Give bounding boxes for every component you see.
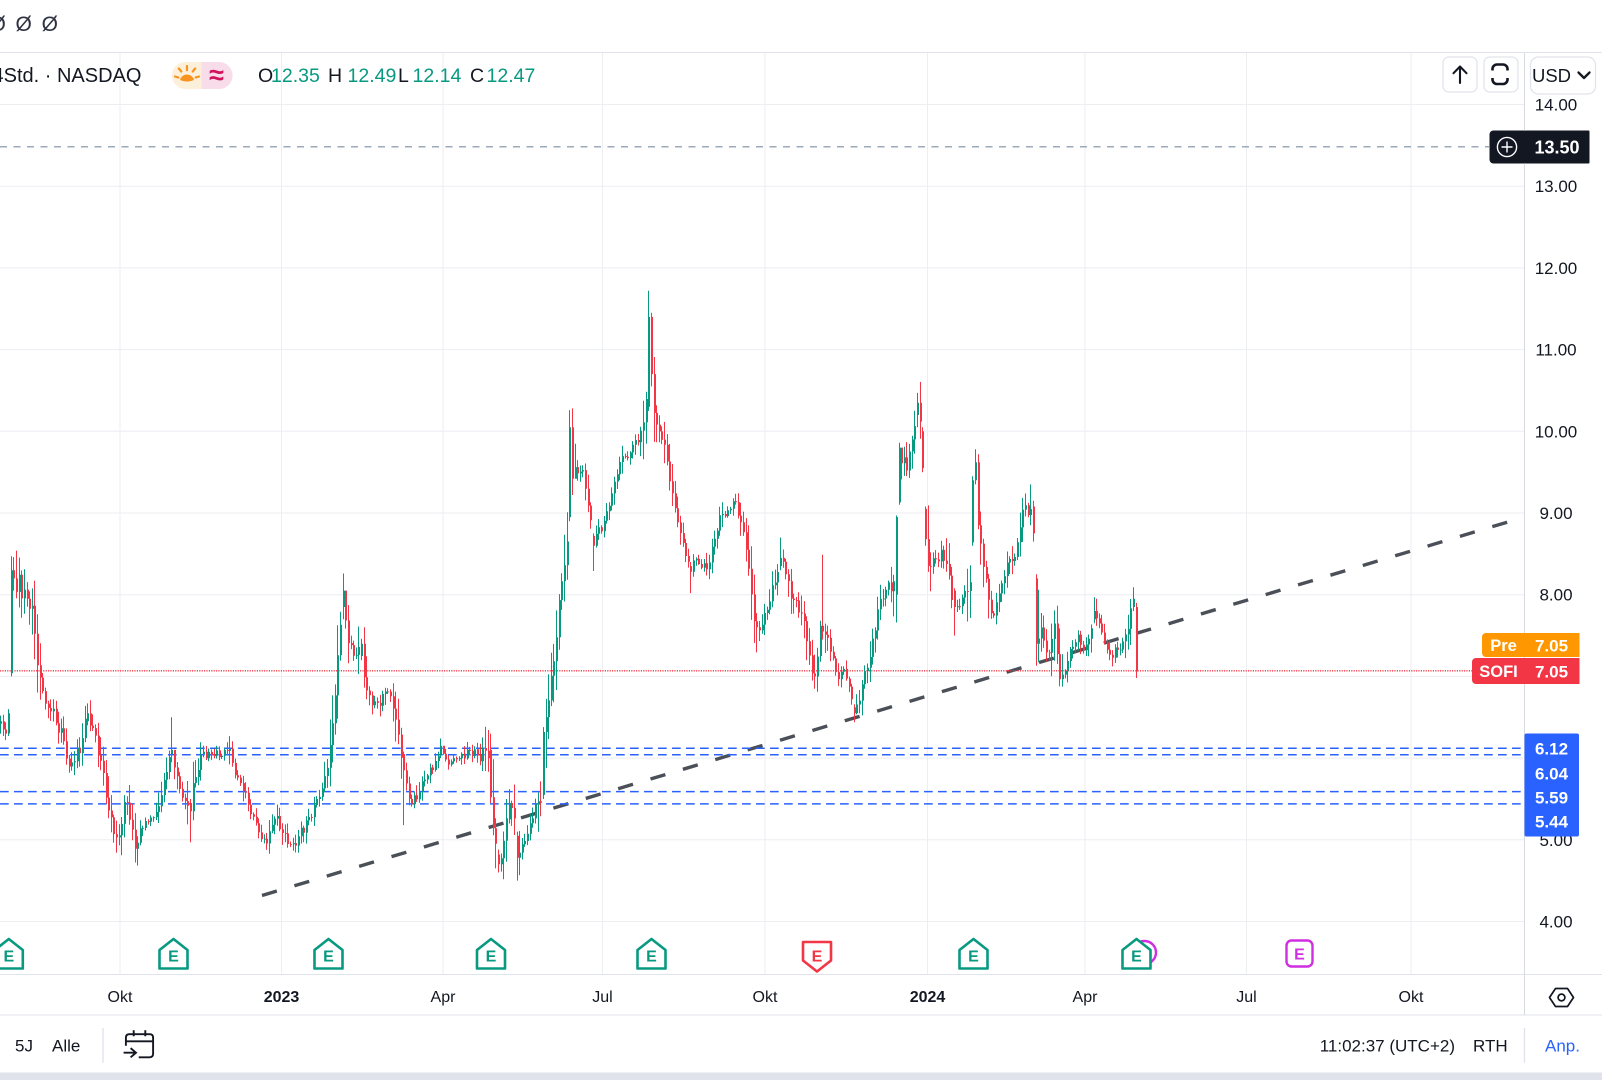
- svg-text:12.00: 12.00: [1535, 259, 1578, 278]
- svg-text:2024: 2024: [910, 989, 946, 1006]
- svg-text:6.12: 6.12: [1535, 739, 1568, 758]
- svg-text:RTH: RTH: [1473, 1037, 1508, 1056]
- svg-text:USD: USD: [1532, 65, 1571, 86]
- svg-text:Anp.: Anp.: [1545, 1037, 1580, 1056]
- svg-text:Okt: Okt: [108, 989, 133, 1006]
- svg-text:Jul: Jul: [1236, 989, 1256, 1006]
- svg-text:14.00: 14.00: [1535, 96, 1578, 115]
- svg-text:Apr: Apr: [1073, 989, 1099, 1006]
- svg-text:5.59: 5.59: [1535, 789, 1568, 808]
- svg-text:E: E: [1131, 949, 1142, 966]
- svg-text:Apr: Apr: [431, 989, 457, 1006]
- svg-text:E: E: [3, 949, 14, 966]
- svg-text:Jul: Jul: [592, 989, 612, 1006]
- svg-text:5.44: 5.44: [1535, 813, 1569, 832]
- svg-text:4.00: 4.00: [1539, 913, 1572, 932]
- svg-text:L: L: [398, 65, 409, 87]
- svg-text:Pre: Pre: [1490, 637, 1517, 655]
- svg-text:12.14: 12.14: [413, 65, 462, 87]
- svg-text:12.47: 12.47: [487, 65, 536, 87]
- svg-text:E: E: [968, 949, 979, 966]
- svg-text:12.49: 12.49: [348, 65, 397, 87]
- svg-text:11.00: 11.00: [1535, 341, 1576, 360]
- svg-text:H: H: [328, 65, 342, 87]
- svg-text:10.00: 10.00: [1535, 422, 1578, 441]
- svg-text:7.05: 7.05: [1535, 663, 1568, 682]
- svg-text:5J: 5J: [15, 1037, 33, 1056]
- svg-text:E: E: [486, 949, 497, 966]
- svg-text:ØØØ: ØØØ: [0, 13, 68, 36]
- svg-text:E: E: [812, 949, 823, 966]
- svg-text:SOFI: SOFI: [1479, 663, 1518, 681]
- svg-text:E: E: [323, 949, 334, 966]
- svg-text:Okt: Okt: [1399, 989, 1424, 1006]
- svg-text:13.00: 13.00: [1535, 177, 1578, 196]
- svg-text:≈: ≈: [209, 60, 224, 90]
- svg-text:6.04: 6.04: [1535, 764, 1569, 783]
- svg-text:Okt: Okt: [753, 989, 778, 1006]
- svg-text:12.35: 12.35: [271, 65, 320, 87]
- svg-text:8.00: 8.00: [1539, 586, 1572, 605]
- svg-text:E: E: [1294, 947, 1305, 964]
- svg-text:7.05: 7.05: [1535, 637, 1568, 656]
- svg-text:2023: 2023: [264, 989, 300, 1006]
- svg-text:11:02:37 (UTC+2): 11:02:37 (UTC+2): [1320, 1037, 1455, 1056]
- svg-text:C: C: [470, 65, 484, 87]
- svg-text:Alle: Alle: [52, 1037, 80, 1056]
- svg-text:E: E: [646, 949, 657, 966]
- svg-text:13.50: 13.50: [1534, 138, 1579, 158]
- svg-text:9.00: 9.00: [1539, 504, 1572, 523]
- svg-text:O: O: [258, 65, 273, 87]
- svg-text:E: E: [168, 949, 179, 966]
- svg-text:4Std. · NASDAQ: 4Std. · NASDAQ: [0, 65, 141, 87]
